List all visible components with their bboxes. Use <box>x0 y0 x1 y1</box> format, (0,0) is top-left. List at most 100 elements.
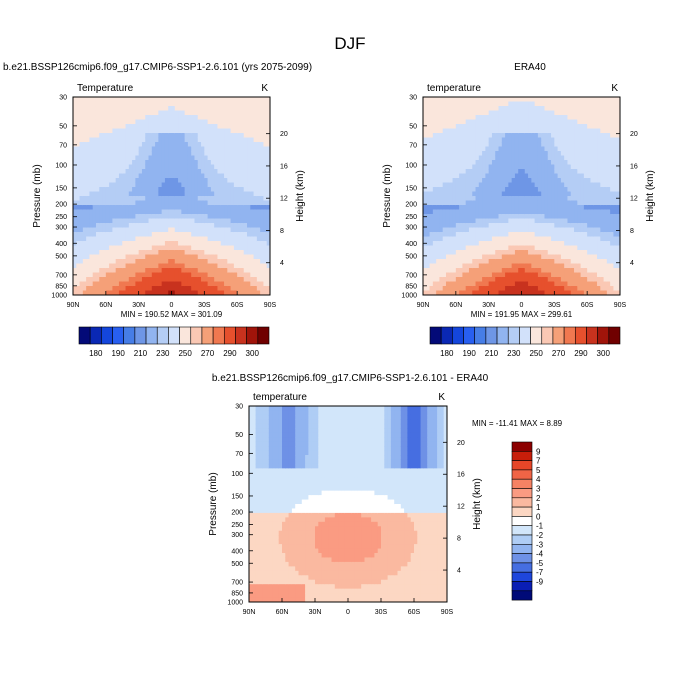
contour-cell <box>141 218 146 224</box>
contour-cell <box>266 286 270 292</box>
contour-cell <box>442 218 447 224</box>
contour-cell <box>531 250 536 256</box>
contour-cell <box>95 290 100 295</box>
contour-cell <box>488 187 493 193</box>
contour-cell <box>580 290 585 295</box>
contour-cell <box>138 133 143 139</box>
contour-cell <box>151 254 156 260</box>
contour-cell <box>214 277 219 283</box>
contour-cell <box>115 142 120 148</box>
contour-cell <box>115 160 120 166</box>
contour-cell <box>478 97 483 103</box>
contour-cell <box>178 250 182 256</box>
contour-cell <box>583 268 588 274</box>
contour-cell <box>537 191 542 197</box>
contour-cell <box>86 146 91 152</box>
contour-cell <box>174 110 179 116</box>
contour-cell <box>472 250 477 256</box>
contour-cell <box>593 101 598 107</box>
contour-cell <box>442 142 447 148</box>
contour-cell <box>145 250 150 256</box>
contour-cell <box>482 182 486 188</box>
contour-cell <box>187 124 192 130</box>
contour-cell <box>436 241 441 247</box>
contour-cell <box>125 155 130 161</box>
contour-cell <box>191 128 196 134</box>
contour-cell <box>158 232 163 238</box>
contour-cell <box>187 191 192 197</box>
contour-cell <box>263 268 268 274</box>
contour-cell <box>73 155 77 161</box>
contour-cell <box>112 277 117 283</box>
contour-cell <box>472 245 477 251</box>
contour-cell <box>478 205 483 211</box>
contour-cell <box>551 101 555 107</box>
contour-cell <box>574 155 578 161</box>
contour-cell <box>439 178 444 184</box>
contour-cell <box>125 232 130 238</box>
contour-cell <box>256 227 261 233</box>
contour-cell <box>495 119 500 125</box>
contour-cell <box>201 164 205 170</box>
contour-cell <box>567 272 572 278</box>
contour-cell <box>528 214 532 220</box>
y-right-axis-label: Height (km) <box>295 170 306 222</box>
contour-cell <box>214 196 219 202</box>
contour-cell <box>243 137 248 143</box>
contour-cell <box>491 146 496 152</box>
contour-cell <box>204 250 209 256</box>
contour-cell <box>112 182 117 188</box>
contour-cell <box>253 209 258 215</box>
contour-cell <box>455 214 460 220</box>
contour-cell <box>468 214 473 220</box>
contour-cell <box>217 110 222 116</box>
contour-cell <box>168 182 173 188</box>
contour-cell <box>187 142 192 148</box>
contour-cell <box>151 119 156 125</box>
contour-cell <box>501 124 506 130</box>
contour-cell <box>505 137 509 143</box>
contour-cell <box>92 124 97 130</box>
contour-cell <box>118 286 123 292</box>
contour-cell <box>99 254 104 260</box>
contour-cell <box>138 241 143 247</box>
contour-cell <box>452 178 457 184</box>
contour-cell <box>92 160 97 166</box>
contour-cell <box>138 205 143 211</box>
contour-cell <box>253 128 258 134</box>
contour-cell <box>557 97 562 103</box>
contour-cell <box>465 196 470 202</box>
contour-cell <box>82 128 87 134</box>
contour-cell <box>485 214 490 220</box>
contour-cell <box>132 250 136 256</box>
contour-cell <box>132 254 136 260</box>
contour-cell <box>501 241 506 247</box>
contour-cell <box>122 119 127 125</box>
contour-cell <box>537 250 542 256</box>
contour-cell <box>125 164 130 170</box>
contour-cell <box>541 142 546 148</box>
contour-cell <box>115 178 120 184</box>
contour-cell <box>583 178 588 184</box>
contour-cell <box>207 281 212 287</box>
contour-cell <box>141 214 146 220</box>
contour-cell <box>505 227 509 233</box>
contour-cell <box>171 277 176 283</box>
contour-cell <box>237 214 242 220</box>
contour-cell <box>478 223 483 229</box>
contour-cell <box>266 106 270 112</box>
contour-cell <box>534 241 539 247</box>
contour-cell <box>73 236 77 242</box>
contour-cell <box>544 263 549 269</box>
contour-cell <box>560 110 565 116</box>
contour-cell <box>79 182 84 188</box>
contour-cell <box>89 263 94 269</box>
contour-cell <box>148 101 153 107</box>
contour-cell <box>459 178 463 184</box>
contour-cell <box>201 182 205 188</box>
contour-cell <box>122 160 127 166</box>
contour-cell <box>485 115 490 121</box>
contour-cell <box>99 214 104 220</box>
contour-cell <box>187 101 192 107</box>
contour-cell <box>459 250 463 256</box>
